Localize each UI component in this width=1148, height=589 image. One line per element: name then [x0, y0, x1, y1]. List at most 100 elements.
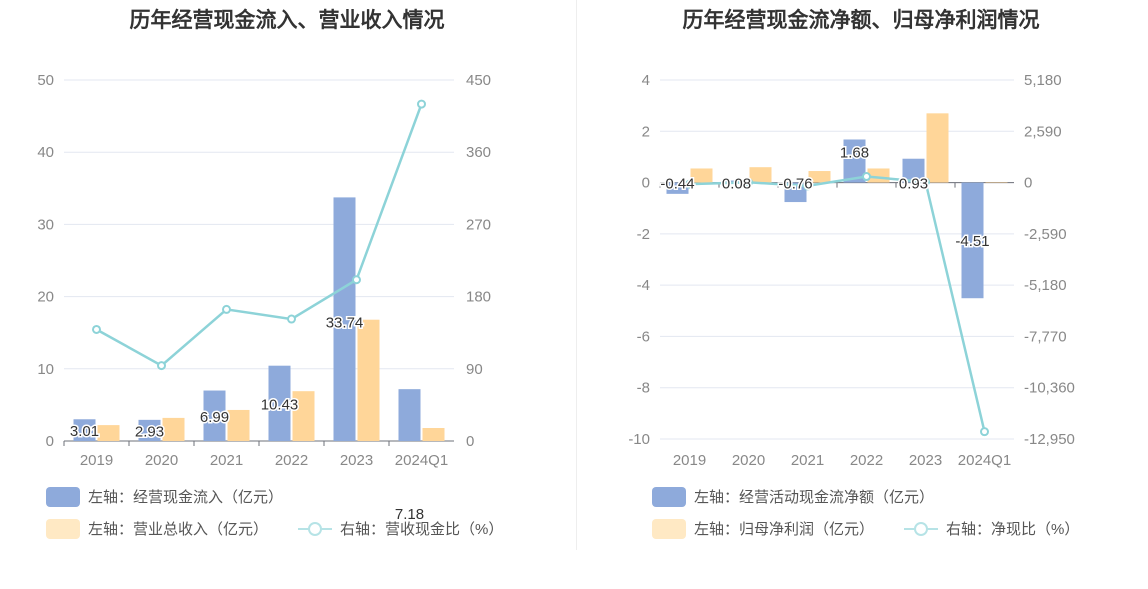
line-series	[95, 103, 423, 368]
category-label: 2020	[732, 452, 765, 469]
legend-label: 左轴：经营活动现金流净额（亿元）	[694, 489, 935, 506]
bar-data-label: 6.99	[200, 409, 229, 426]
left-tick-label: -8	[637, 380, 650, 397]
right-tick-label: 360	[466, 144, 491, 161]
left-tick-label: 4	[642, 72, 650, 89]
chart-svg: 0 0 10 90 20 180 30 270 40 360 50 450 2019 2020 2021 20…	[37, 72, 491, 525]
legend-swatch	[298, 519, 332, 539]
bar-series-1	[203, 390, 226, 441]
category-label: 2019	[673, 452, 706, 469]
bar-data-label: 33.74	[326, 314, 364, 331]
category-label: 2021	[791, 452, 824, 469]
legend-label: 左轴：营业总收入（亿元）	[88, 521, 269, 538]
bar-data-label: -4.51	[955, 233, 989, 250]
bar-series-2	[97, 425, 120, 441]
bar-series-1	[73, 419, 96, 441]
bar-data-label: -0.76	[778, 176, 812, 193]
chart-panel-left: 历年经营现金流入、营业收入情况 0 0 10 90 20 180 30 270 40 360 50 4…	[37, 9, 503, 539]
bar-series-1	[138, 419, 161, 441]
right-tick-label: 450	[466, 72, 491, 89]
category-label: 2022	[275, 452, 308, 469]
legend-swatch	[46, 486, 80, 507]
category-label: 2022	[850, 452, 883, 469]
legend-item-bar-2[interactable]: 左轴：归母净利润（亿元）	[652, 518, 874, 539]
right-tick-label: 0	[1024, 175, 1032, 192]
left-tick-label: 10	[37, 361, 54, 378]
category-label: 2024Q1	[958, 452, 1011, 469]
right-tick-label: 0	[466, 433, 474, 450]
bar-series-2	[690, 168, 713, 183]
bar-series-2	[926, 113, 949, 183]
line-point	[157, 361, 166, 371]
bar-series-1	[784, 182, 807, 203]
bar-series-1	[398, 389, 421, 441]
right-tick-label: -7,770	[1024, 328, 1067, 345]
legend-label: 左轴：经营现金流入（亿元）	[88, 489, 284, 506]
right-tick-label: -5,180	[1024, 277, 1067, 294]
left-tick-label: -10	[628, 431, 650, 448]
bar-series-1	[902, 158, 925, 183]
category-label: 2019	[80, 452, 113, 469]
right-tick-label: -2,590	[1024, 226, 1067, 243]
bar-data-label: 0.08	[722, 176, 751, 193]
legend-item-bar-1[interactable]: 左轴：经营活动现金流净额（亿元）	[652, 486, 934, 507]
bar-series-1	[333, 197, 356, 441]
legend-swatch	[652, 518, 686, 539]
bar-series-1	[666, 182, 689, 194]
left-tick-label: 0	[642, 175, 650, 192]
left-tick-label: 0	[46, 433, 54, 450]
line-point	[744, 177, 753, 187]
left-tick-label: -2	[637, 226, 650, 243]
line-point	[92, 324, 101, 334]
legend-label: 左轴：归母净利润（亿元）	[694, 521, 875, 538]
right-tick-label: 5,180	[1024, 72, 1062, 89]
chart-title: 历年经营现金流净额、归母净利润情况	[682, 9, 1040, 32]
legend-label: 右轴：净现比（%）	[946, 521, 1080, 538]
legend-label: 右轴：营收现金比（%）	[340, 521, 504, 538]
bar-series-1	[843, 139, 866, 183]
legend-item-line[interactable]: 右轴：净现比（%）	[904, 518, 1079, 539]
bar-series-2	[985, 182, 1008, 183]
panel-divider	[576, 0, 577, 550]
category-label: 2023	[909, 452, 942, 469]
line-point	[862, 172, 871, 182]
bar-series-2	[227, 409, 250, 441]
left-tick-label: 2	[642, 123, 650, 140]
chart-svg: -10 -12,950 -8 -10,360 -6 -7,770 -4 -5,180 -2 -2,…	[628, 72, 1075, 469]
chart-title: 历年经营现金流入、营业收入情况	[129, 9, 445, 32]
bar-series-2	[162, 417, 185, 441]
bar-data-label: -0.44	[660, 176, 694, 193]
bar-series-1	[961, 182, 984, 299]
left-tick-label: 20	[37, 289, 54, 306]
line-series	[689, 175, 986, 432]
bar-series-2	[357, 319, 380, 441]
chart-panel-right: 历年经营现金流净额、归母净利润情况 -10 -12,950 -8 -10,360 -6 -…	[574, 0, 1148, 589]
bar-data-label: 0.93	[899, 176, 928, 193]
legend-item-bar-1[interactable]: 左轴：经营现金流入（亿元）	[46, 486, 283, 507]
bar-series-2	[749, 167, 772, 183]
legend-item-line[interactable]: 右轴：营收现金比（%）	[298, 518, 503, 539]
bar-series-1	[268, 365, 291, 441]
bar-data-label: 2.93	[135, 423, 164, 440]
category-label: 2023	[340, 452, 373, 469]
right-tick-label: 270	[466, 216, 491, 233]
category-label: 2020	[145, 452, 178, 469]
right-tick-label: -12,950	[1024, 431, 1075, 448]
bar-data-label: 1.68	[840, 144, 869, 161]
bar-data-label: 3.01	[70, 423, 99, 440]
line-point	[921, 177, 930, 187]
left-tick-label: -6	[637, 328, 650, 345]
line-point	[287, 314, 296, 324]
line-point	[352, 275, 361, 285]
bar-series-2	[422, 428, 445, 441]
bar-series-2	[808, 171, 831, 183]
right-tick-label: 90	[466, 361, 483, 378]
line-point	[980, 427, 989, 437]
right-tick-label: -10,360	[1024, 380, 1075, 397]
bar-series-2	[292, 391, 315, 441]
line-point	[417, 99, 426, 109]
line-point	[803, 181, 812, 191]
legend-item-bar-2[interactable]: 左轴：营业总收入（亿元）	[46, 518, 268, 539]
line-point	[222, 304, 231, 314]
bar-data-label: 7.18	[395, 506, 424, 523]
